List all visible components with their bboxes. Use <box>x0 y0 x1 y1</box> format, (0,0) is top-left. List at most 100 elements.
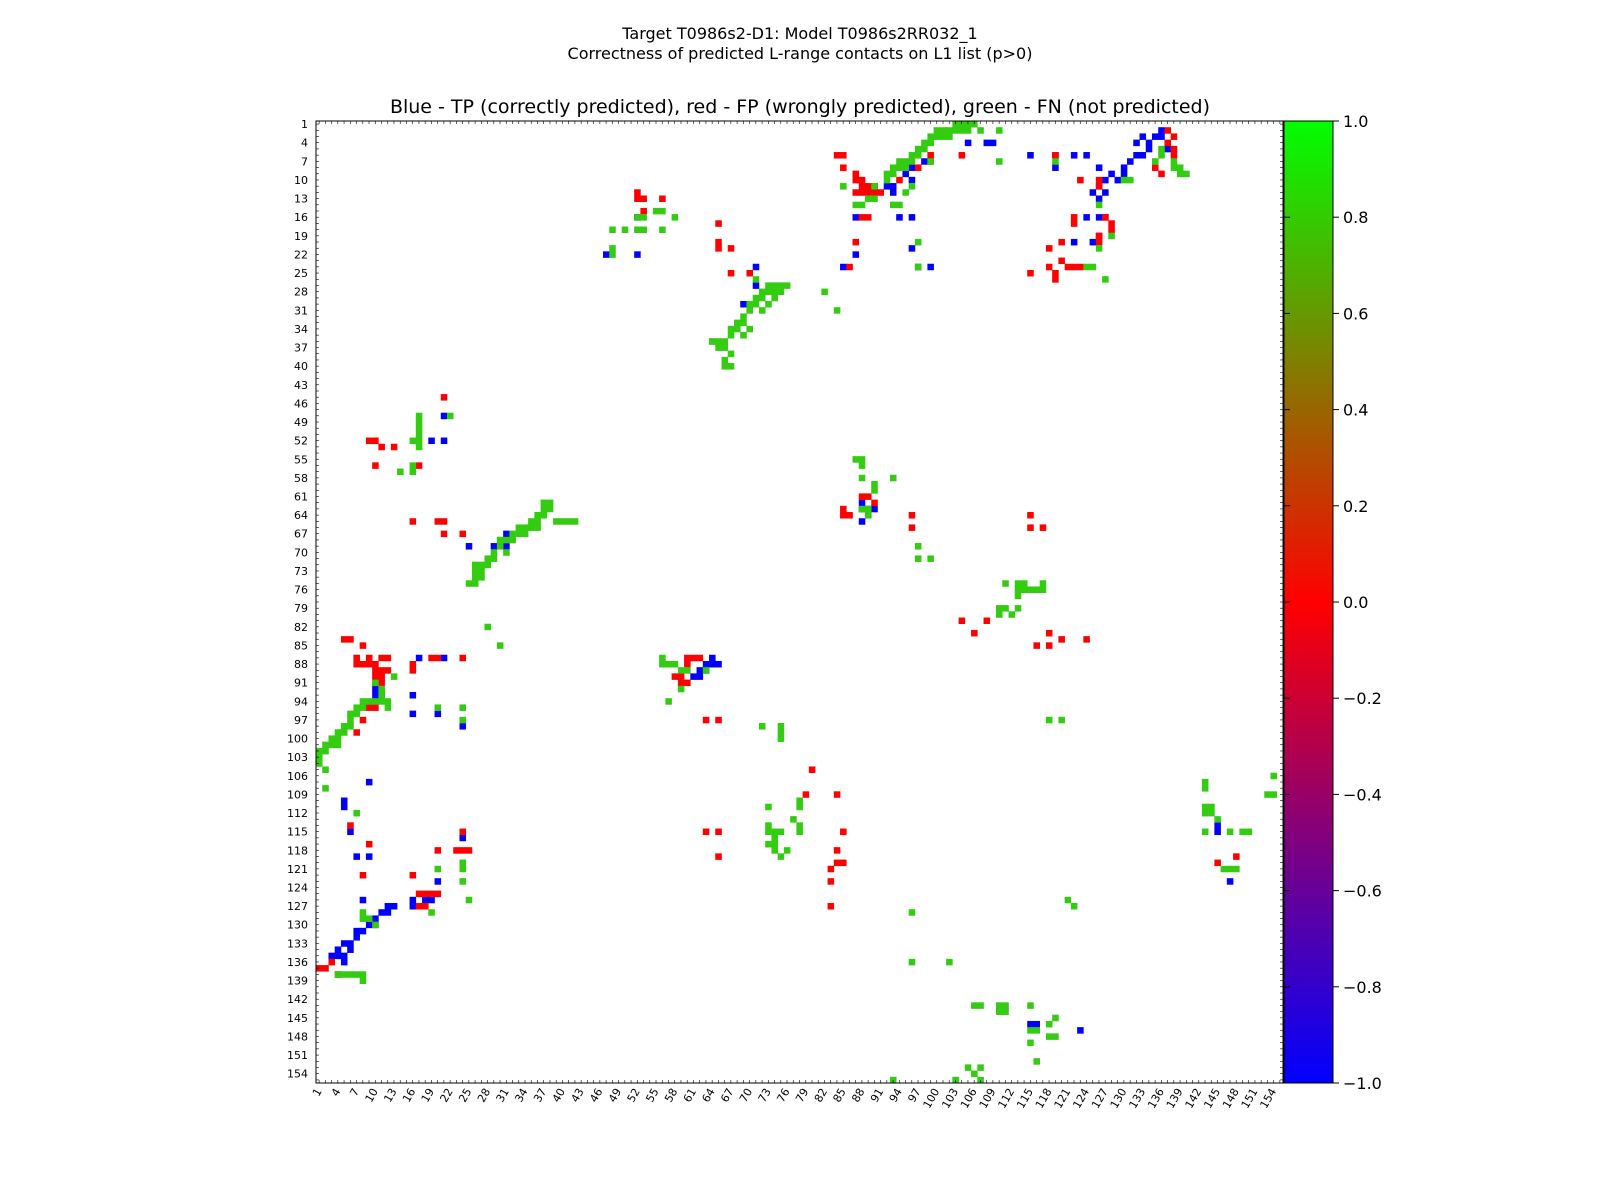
contact-cell-tp <box>440 437 448 445</box>
contact-cell-fn <box>428 909 435 916</box>
contact-cell-fp <box>1027 524 1034 531</box>
contact-cell-fn <box>727 350 735 358</box>
contact-cell-fp <box>840 828 847 836</box>
contact-cell-tp <box>1089 238 1097 246</box>
contact-cell-fp <box>846 512 853 519</box>
x-tick-label: 82 <box>812 1086 830 1105</box>
contact-cell-fp <box>1064 263 1072 271</box>
contact-cell-tp <box>340 958 348 966</box>
contact-cell-fn <box>359 915 367 922</box>
x-tick-label: 124 <box>1070 1086 1092 1111</box>
colorbar-tick-label: −0.2 <box>1343 689 1382 708</box>
contact-cell-fp <box>1027 512 1034 519</box>
contact-cell-tp <box>896 214 903 221</box>
y-tick-label: 127 <box>287 900 308 913</box>
contact-cell-fn <box>322 747 329 755</box>
contact-cell-fn <box>783 282 791 289</box>
x-tick-label: 148 <box>1220 1086 1242 1111</box>
contact-cell-fn <box>858 505 866 513</box>
contact-cell-fn <box>952 127 959 134</box>
contact-cell-fn <box>765 828 772 836</box>
chart-suptitle-line2: Correctness of predicted L-range contact… <box>567 44 1033 63</box>
contact-cell-tp <box>1070 152 1078 159</box>
contact-cell-fn <box>634 226 641 234</box>
contact-cell-tp <box>334 946 342 953</box>
colorbar-tick-label: −0.4 <box>1343 785 1382 804</box>
contact-cell-tp <box>1033 1020 1040 1028</box>
contact-cell-fp <box>684 679 691 687</box>
contact-cell-fn <box>347 710 354 718</box>
contact-cell-fn <box>858 201 866 209</box>
contact-cell-fn <box>1002 1008 1009 1016</box>
contact-cell-fn <box>316 760 323 767</box>
contact-cell-fp <box>1039 524 1047 531</box>
x-tick-label: 91 <box>868 1086 886 1105</box>
x-tick-label: 64 <box>699 1086 717 1105</box>
contact-cell-fn <box>727 332 735 339</box>
y-tick-label: 136 <box>287 956 308 969</box>
contact-cell-fn <box>871 487 878 494</box>
contact-cell-fn <box>1208 809 1215 817</box>
contact-cell-fn <box>1064 896 1072 904</box>
contact-cell-tp <box>340 952 348 960</box>
x-tick-label: 16 <box>400 1086 418 1105</box>
contact-cell-fp <box>1070 220 1078 227</box>
contact-cell-fn <box>1127 176 1134 184</box>
contact-cell-fn <box>758 294 766 302</box>
contact-cell-fn <box>777 729 785 736</box>
contact-cell-fn <box>896 164 903 171</box>
contact-cell-fn <box>1120 176 1128 184</box>
contact-cell-fn <box>758 723 766 730</box>
contact-cell-fn <box>471 561 479 569</box>
contact-cell-fn <box>971 121 978 128</box>
contact-cell-fn <box>727 325 735 333</box>
contact-cell-fn <box>1002 605 1009 612</box>
contact-cell-fn <box>771 828 778 836</box>
contact-cell-fp <box>390 443 398 451</box>
contact-cell-fn <box>1095 245 1103 252</box>
contact-cell-fp <box>378 654 385 662</box>
x-tick-label: 121 <box>1052 1086 1074 1111</box>
contact-cell-tp <box>1120 164 1128 171</box>
contact-cell-fn <box>334 729 342 736</box>
contact-cell-fn <box>721 344 729 351</box>
contact-cell-fn <box>790 816 797 823</box>
contact-cell-fn <box>777 853 785 860</box>
contact-cell-tp <box>1027 1020 1034 1028</box>
contact-cell-fn <box>702 667 710 674</box>
contact-cell-fp <box>827 865 835 873</box>
contact-cell-fn <box>353 710 360 718</box>
contact-cell-fn <box>996 158 1003 165</box>
y-tick-label: 34 <box>294 323 308 336</box>
contact-cell-tp <box>347 946 354 953</box>
y-tick-label: 124 <box>287 881 308 894</box>
contact-cell-tp <box>1095 214 1103 221</box>
contact-cell-fp <box>440 394 448 401</box>
contact-cell-fp <box>365 654 373 662</box>
contact-cell-fp <box>927 152 934 159</box>
contact-cell-fp <box>434 518 442 525</box>
contact-cell-fp <box>459 828 467 836</box>
contact-cell-fn <box>347 716 354 724</box>
contact-cell-fn <box>397 468 404 476</box>
contact-cell-fn <box>353 809 360 817</box>
contact-cell-tp <box>1095 195 1103 202</box>
contact-cell-fp <box>958 152 966 159</box>
contact-cell-fn <box>322 785 329 792</box>
contact-cell-fn <box>322 741 329 749</box>
contact-cell-fp <box>347 822 354 829</box>
y-tick-label: 46 <box>294 397 308 410</box>
contact-cell-fp <box>422 903 429 910</box>
contact-cell-fn <box>484 555 491 562</box>
y-tick-label: 55 <box>294 453 308 466</box>
contact-cell-fp <box>1033 642 1040 649</box>
contact-cell-fn <box>534 512 541 519</box>
contact-cell-tp <box>634 251 641 258</box>
contact-cell-tp <box>740 300 747 308</box>
contact-cell-tp <box>858 518 866 525</box>
contact-cell-tp <box>1151 133 1159 140</box>
contact-cell-fn <box>634 214 641 221</box>
contact-cell-fp <box>727 269 735 277</box>
plot-area <box>315 120 1284 1084</box>
contact-cell-fp <box>802 791 810 798</box>
